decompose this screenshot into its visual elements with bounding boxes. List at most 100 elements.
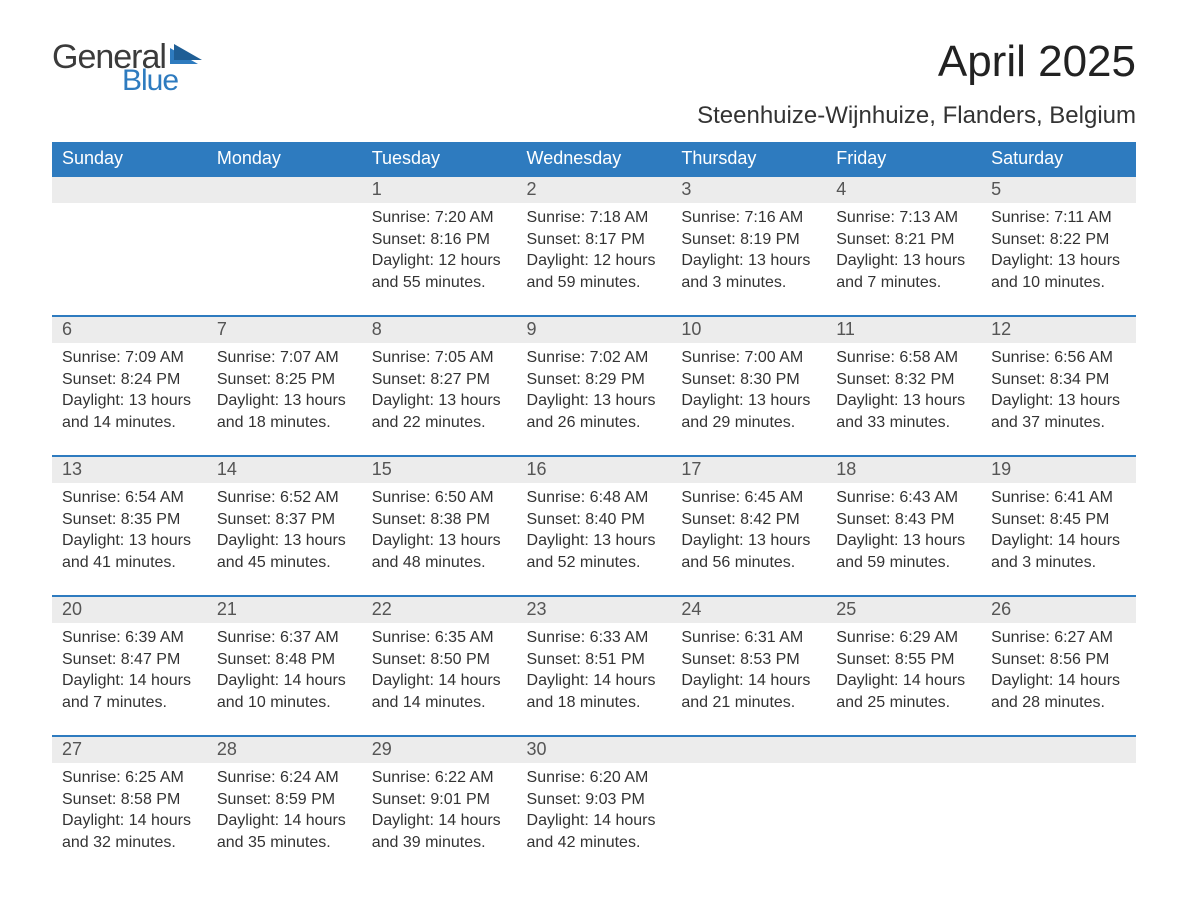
header: General Blue April 2025 Steenhuize-Wijnh… [52,40,1136,130]
calendar-body: 1Sunrise: 7:20 AMSunset: 8:16 PMDaylight… [52,175,1136,875]
day-header: Thursday [671,142,826,175]
day-header: Friday [826,142,981,175]
calendar-cell: 13Sunrise: 6:54 AMSunset: 8:35 PMDayligh… [52,455,207,595]
day-number: 25 [826,597,981,623]
day-details: Sunrise: 7:00 AMSunset: 8:30 PMDaylight:… [671,343,826,441]
calendar-cell-empty [981,735,1136,875]
calendar-cell-empty [826,735,981,875]
calendar-cell: 10Sunrise: 7:00 AMSunset: 8:30 PMDayligh… [671,315,826,455]
day-details: Sunrise: 6:48 AMSunset: 8:40 PMDaylight:… [517,483,672,581]
day-details: Sunrise: 6:35 AMSunset: 8:50 PMDaylight:… [362,623,517,721]
calendar-cell: 5Sunrise: 7:11 AMSunset: 8:22 PMDaylight… [981,175,1136,315]
calendar-page: General Blue April 2025 Steenhuize-Wijnh… [0,0,1188,905]
calendar-cell: 29Sunrise: 6:22 AMSunset: 9:01 PMDayligh… [362,735,517,875]
day-number [826,737,981,763]
calendar-cell: 14Sunrise: 6:52 AMSunset: 8:37 PMDayligh… [207,455,362,595]
calendar-cell: 18Sunrise: 6:43 AMSunset: 8:43 PMDayligh… [826,455,981,595]
day-details: Sunrise: 7:13 AMSunset: 8:21 PMDaylight:… [826,203,981,301]
day-number: 22 [362,597,517,623]
brand-logo: General Blue [52,40,204,96]
day-details: Sunrise: 6:27 AMSunset: 8:56 PMDaylight:… [981,623,1136,721]
day-details: Sunrise: 6:31 AMSunset: 8:53 PMDaylight:… [671,623,826,721]
calendar-row: 20Sunrise: 6:39 AMSunset: 8:47 PMDayligh… [52,595,1136,735]
day-details: Sunrise: 6:56 AMSunset: 8:34 PMDaylight:… [981,343,1136,441]
day-number: 1 [362,177,517,203]
calendar-row: 6Sunrise: 7:09 AMSunset: 8:24 PMDaylight… [52,315,1136,455]
day-number: 28 [207,737,362,763]
calendar-cell: 23Sunrise: 6:33 AMSunset: 8:51 PMDayligh… [517,595,672,735]
calendar-cell: 21Sunrise: 6:37 AMSunset: 8:48 PMDayligh… [207,595,362,735]
calendar-cell-empty [52,175,207,315]
day-number: 9 [517,317,672,343]
calendar-cell: 6Sunrise: 7:09 AMSunset: 8:24 PMDaylight… [52,315,207,455]
day-number: 12 [981,317,1136,343]
day-details: Sunrise: 6:43 AMSunset: 8:43 PMDaylight:… [826,483,981,581]
day-details: Sunrise: 6:45 AMSunset: 8:42 PMDaylight:… [671,483,826,581]
calendar-row: 1Sunrise: 7:20 AMSunset: 8:16 PMDaylight… [52,175,1136,315]
day-header: Monday [207,142,362,175]
location-subtitle: Steenhuize-Wijnhuize, Flanders, Belgium [697,102,1136,130]
day-number: 23 [517,597,672,623]
day-number: 7 [207,317,362,343]
day-header: Wednesday [517,142,672,175]
day-details: Sunrise: 7:05 AMSunset: 8:27 PMDaylight:… [362,343,517,441]
calendar-cell: 4Sunrise: 7:13 AMSunset: 8:21 PMDaylight… [826,175,981,315]
calendar-cell: 15Sunrise: 6:50 AMSunset: 8:38 PMDayligh… [362,455,517,595]
day-number: 30 [517,737,672,763]
day-number: 29 [362,737,517,763]
day-header: Sunday [52,142,207,175]
day-details: Sunrise: 6:41 AMSunset: 8:45 PMDaylight:… [981,483,1136,581]
day-details: Sunrise: 6:29 AMSunset: 8:55 PMDaylight:… [826,623,981,721]
day-details: Sunrise: 6:37 AMSunset: 8:48 PMDaylight:… [207,623,362,721]
day-number [52,177,207,203]
calendar-row: 27Sunrise: 6:25 AMSunset: 8:58 PMDayligh… [52,735,1136,875]
calendar-cell: 8Sunrise: 7:05 AMSunset: 8:27 PMDaylight… [362,315,517,455]
day-number: 10 [671,317,826,343]
day-number: 13 [52,457,207,483]
day-number [207,177,362,203]
day-details: Sunrise: 6:22 AMSunset: 9:01 PMDaylight:… [362,763,517,861]
calendar-cell: 12Sunrise: 6:56 AMSunset: 8:34 PMDayligh… [981,315,1136,455]
day-number [671,737,826,763]
day-number: 18 [826,457,981,483]
day-number: 27 [52,737,207,763]
day-details: Sunrise: 7:09 AMSunset: 8:24 PMDaylight:… [52,343,207,441]
calendar-cell: 7Sunrise: 7:07 AMSunset: 8:25 PMDaylight… [207,315,362,455]
day-number: 3 [671,177,826,203]
day-number: 24 [671,597,826,623]
calendar-cell: 25Sunrise: 6:29 AMSunset: 8:55 PMDayligh… [826,595,981,735]
day-details: Sunrise: 6:58 AMSunset: 8:32 PMDaylight:… [826,343,981,441]
day-header: Saturday [981,142,1136,175]
title-block: April 2025 Steenhuize-Wijnhuize, Flander… [697,40,1136,130]
calendar-cell: 16Sunrise: 6:48 AMSunset: 8:40 PMDayligh… [517,455,672,595]
day-number: 14 [207,457,362,483]
day-details: Sunrise: 7:20 AMSunset: 8:16 PMDaylight:… [362,203,517,301]
day-details: Sunrise: 7:16 AMSunset: 8:19 PMDaylight:… [671,203,826,301]
day-number [981,737,1136,763]
day-details: Sunrise: 7:02 AMSunset: 8:29 PMDaylight:… [517,343,672,441]
day-number: 16 [517,457,672,483]
calendar-cell: 30Sunrise: 6:20 AMSunset: 9:03 PMDayligh… [517,735,672,875]
day-number: 26 [981,597,1136,623]
day-number: 17 [671,457,826,483]
calendar-cell: 27Sunrise: 6:25 AMSunset: 8:58 PMDayligh… [52,735,207,875]
logo-text-blue: Blue [122,66,178,96]
day-details: Sunrise: 6:24 AMSunset: 8:59 PMDaylight:… [207,763,362,861]
day-details: Sunrise: 6:25 AMSunset: 8:58 PMDaylight:… [52,763,207,861]
calendar-table: SundayMondayTuesdayWednesdayThursdayFrid… [52,142,1136,875]
day-details: Sunrise: 6:33 AMSunset: 8:51 PMDaylight:… [517,623,672,721]
day-number: 4 [826,177,981,203]
calendar-cell: 28Sunrise: 6:24 AMSunset: 8:59 PMDayligh… [207,735,362,875]
calendar-cell: 1Sunrise: 7:20 AMSunset: 8:16 PMDaylight… [362,175,517,315]
day-number: 19 [981,457,1136,483]
calendar-cell-empty [671,735,826,875]
day-details: Sunrise: 6:39 AMSunset: 8:47 PMDaylight:… [52,623,207,721]
day-number: 2 [517,177,672,203]
calendar-cell: 9Sunrise: 7:02 AMSunset: 8:29 PMDaylight… [517,315,672,455]
day-details: Sunrise: 7:18 AMSunset: 8:17 PMDaylight:… [517,203,672,301]
calendar-cell: 11Sunrise: 6:58 AMSunset: 8:32 PMDayligh… [826,315,981,455]
calendar-cell: 19Sunrise: 6:41 AMSunset: 8:45 PMDayligh… [981,455,1136,595]
calendar-cell: 3Sunrise: 7:16 AMSunset: 8:19 PMDaylight… [671,175,826,315]
day-number: 11 [826,317,981,343]
calendar-header-row: SundayMondayTuesdayWednesdayThursdayFrid… [52,142,1136,175]
